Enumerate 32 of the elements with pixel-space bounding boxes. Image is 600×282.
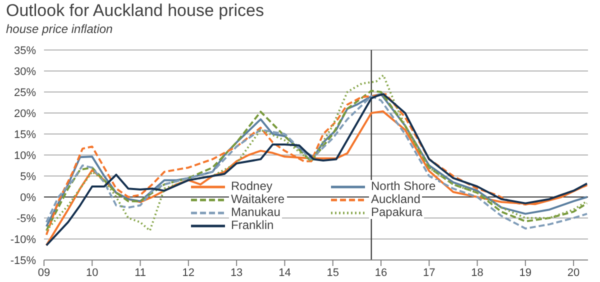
x-tick-label: 10 <box>86 266 98 279</box>
y-tick-label: 30% <box>14 66 36 78</box>
x-tick-label: 17 <box>423 266 436 279</box>
legend-label: Waitakere <box>229 192 287 206</box>
legend-label: Franklin <box>229 218 276 232</box>
legend-label: Auckland <box>369 192 422 206</box>
y-tick-label: -10% <box>10 234 36 246</box>
legend-label: North Shore <box>369 179 438 193</box>
x-tick-label: 16 <box>374 266 388 279</box>
x-tick-label: 15 <box>326 266 339 279</box>
y-tick-label: 25% <box>14 86 36 99</box>
y-tick-label: 35% <box>14 44 36 57</box>
y-tick-label: 15% <box>14 128 36 141</box>
legend-label: Papakura <box>369 205 424 219</box>
y-tick-label: -15% <box>10 254 36 267</box>
y-tick-label: 10% <box>14 150 36 162</box>
x-tick-label: 13 <box>230 266 243 279</box>
legend-label: Manukau <box>229 205 282 219</box>
y-tick-label: 0% <box>20 192 36 204</box>
y-tick-label: -5% <box>16 212 36 225</box>
x-tick-label: 19 <box>519 266 532 279</box>
x-tick-label: 09 <box>38 266 50 279</box>
x-tick-label: 11 <box>134 266 146 279</box>
x-tick-label: 14 <box>278 266 291 279</box>
x-tick-label: 18 <box>471 266 484 279</box>
y-tick-label: 5% <box>20 170 36 183</box>
y-tick-label: 20% <box>14 108 36 120</box>
legend-label: Rodney <box>229 179 274 193</box>
x-tick-label: 12 <box>182 266 195 279</box>
x-tick-label: 20 <box>567 266 580 279</box>
chart-subtitle: house price inflation <box>6 22 113 36</box>
chart-title: Outlook for Auckland house prices <box>6 1 264 21</box>
